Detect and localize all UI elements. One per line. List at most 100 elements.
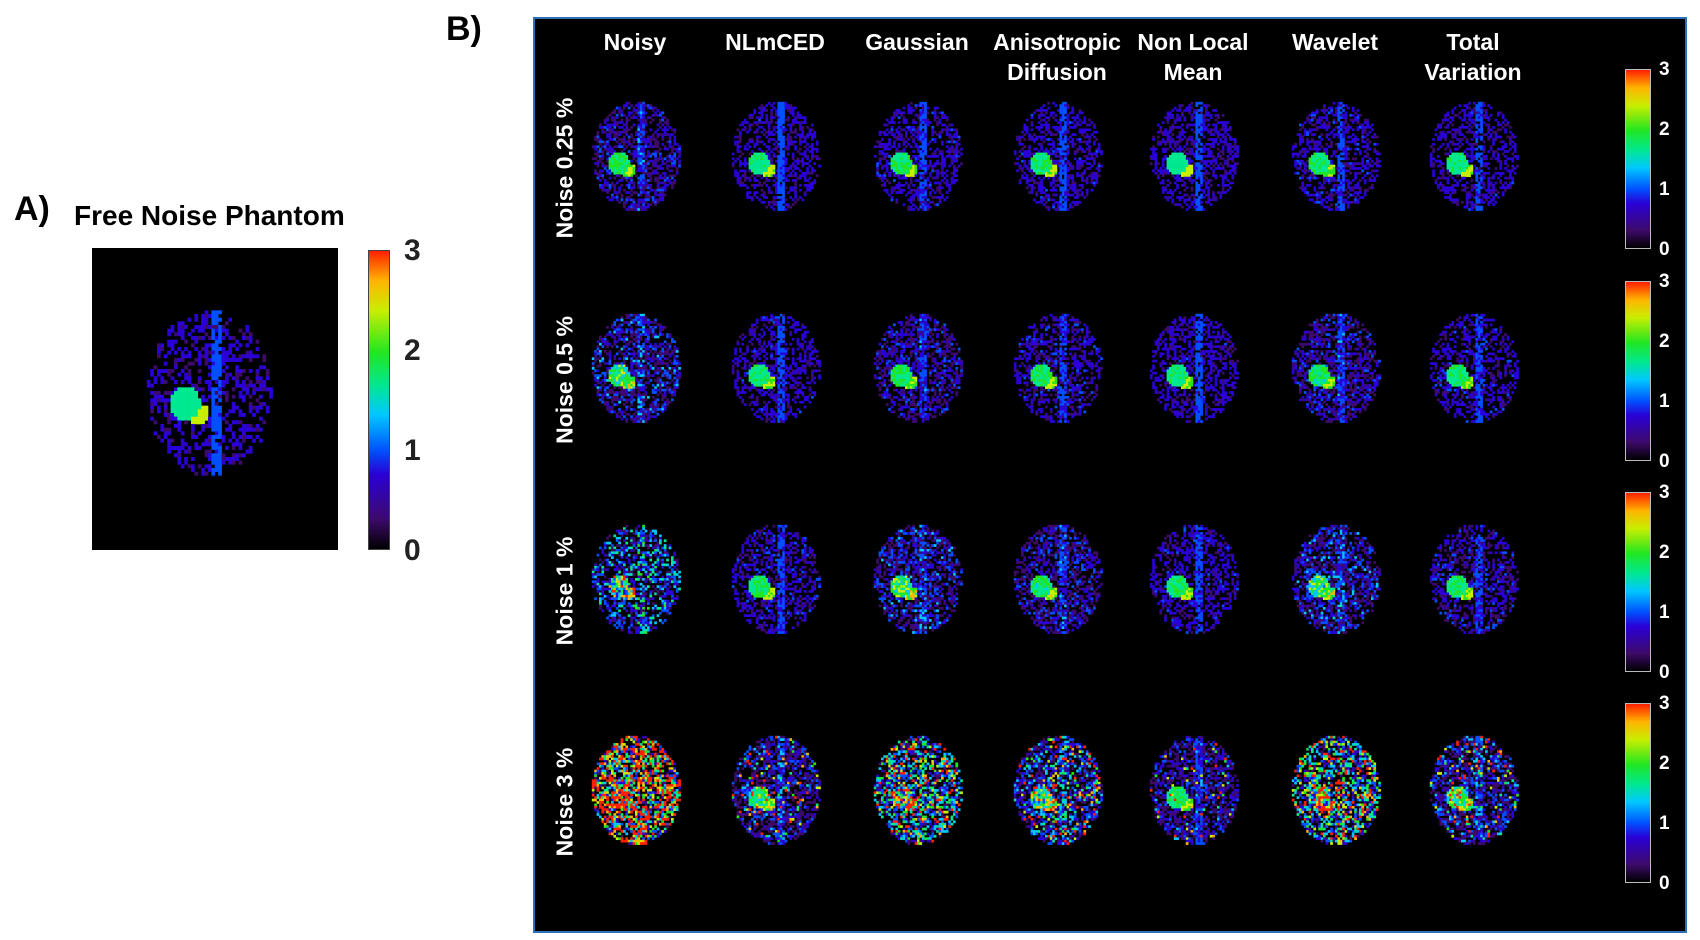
brain-voxel bbox=[204, 325, 209, 329]
brain-voxel bbox=[1301, 126, 1305, 129]
brain-voxel bbox=[1308, 174, 1312, 178]
brain-voxel bbox=[666, 128, 669, 132]
brain-voxel bbox=[1313, 164, 1317, 168]
brain-voxel bbox=[926, 155, 930, 158]
brain-voxel bbox=[1169, 128, 1172, 132]
brain-voxel bbox=[656, 123, 660, 127]
brain-voxel bbox=[1320, 138, 1324, 141]
brain-voxel bbox=[1078, 123, 1082, 127]
brain-voxel bbox=[1368, 162, 1372, 165]
brain-voxel bbox=[625, 121, 629, 124]
brain-voxel bbox=[642, 198, 645, 202]
brain-voxel bbox=[663, 186, 667, 190]
brain-voxel bbox=[1052, 162, 1055, 165]
brain-voxel bbox=[671, 145, 674, 149]
brain-voxel bbox=[955, 179, 959, 182]
brain-voxel bbox=[1330, 109, 1333, 112]
brain-voxel bbox=[1178, 106, 1182, 110]
brain-voxel bbox=[1371, 159, 1374, 163]
brain-voxel bbox=[900, 138, 903, 141]
brain-voxel bbox=[245, 328, 250, 333]
brain-voxel bbox=[943, 181, 947, 185]
brain-voxel bbox=[1205, 171, 1208, 175]
brain-voxel bbox=[214, 336, 219, 340]
brain-voxel bbox=[1354, 157, 1357, 161]
brain-voxel bbox=[734, 169, 737, 173]
brain-voxel bbox=[948, 184, 951, 187]
brain-voxel bbox=[1339, 147, 1343, 151]
brain-voxel bbox=[1311, 113, 1314, 117]
brain-voxel bbox=[606, 171, 609, 175]
brain-voxel bbox=[1176, 116, 1179, 120]
brain-voxel bbox=[1183, 135, 1187, 139]
brain-voxel bbox=[751, 169, 754, 173]
brain-voxel bbox=[1361, 196, 1365, 199]
brain-voxel bbox=[656, 198, 660, 202]
brain-voxel bbox=[739, 138, 742, 141]
brain-voxel bbox=[808, 181, 812, 185]
brain-voxel bbox=[647, 145, 650, 149]
brain-voxel bbox=[649, 188, 653, 192]
brain-voxel bbox=[945, 181, 949, 185]
brain-voxel bbox=[753, 167, 757, 170]
brain-voxel bbox=[1030, 162, 1034, 165]
brain-voxel bbox=[1342, 138, 1345, 141]
brain-voxel bbox=[878, 140, 882, 144]
brain-voxel bbox=[1183, 118, 1187, 122]
brain-voxel bbox=[1185, 109, 1189, 112]
brain-voxel bbox=[1359, 150, 1362, 153]
brain-voxel bbox=[620, 145, 624, 149]
brain-voxel bbox=[651, 198, 655, 202]
brain-voxel bbox=[902, 138, 906, 141]
brain-voxel bbox=[153, 394, 158, 399]
brain-voxel bbox=[929, 191, 932, 194]
brain-voxel bbox=[953, 171, 956, 175]
brain-voxel bbox=[919, 116, 923, 120]
brain-voxel bbox=[794, 174, 797, 178]
brain-voxel bbox=[644, 179, 648, 182]
brain-voxel bbox=[1049, 184, 1053, 187]
brain-voxel bbox=[751, 174, 754, 178]
brain-voxel bbox=[1161, 171, 1165, 175]
brain-voxel bbox=[1351, 186, 1355, 190]
brain-voxel bbox=[806, 184, 809, 187]
brain-voxel bbox=[736, 176, 740, 180]
brain-voxel bbox=[921, 193, 925, 197]
brain-voxel bbox=[741, 174, 745, 178]
brain-voxel bbox=[197, 446, 202, 450]
brain-voxel bbox=[651, 138, 655, 141]
brain-voxel bbox=[238, 453, 243, 458]
brain-voxel bbox=[1054, 162, 1058, 165]
brain-voxel bbox=[1351, 164, 1355, 168]
brain-voxel bbox=[1195, 118, 1199, 122]
brain-voxel bbox=[1233, 167, 1237, 170]
brain-voxel bbox=[1171, 162, 1175, 165]
brain-voxel bbox=[767, 188, 771, 192]
brain-voxel bbox=[1224, 191, 1227, 194]
brain-voxel bbox=[897, 174, 901, 178]
brain-voxel bbox=[1368, 147, 1372, 151]
brain-voxel bbox=[933, 140, 937, 144]
brain-voxel bbox=[1049, 171, 1053, 175]
brain-voxel bbox=[743, 171, 747, 175]
brain-voxel bbox=[1171, 171, 1175, 175]
brain-voxel bbox=[1190, 171, 1194, 175]
brain-voxel bbox=[909, 171, 913, 175]
brain-voxel bbox=[1083, 116, 1087, 120]
brain-voxel bbox=[1197, 167, 1201, 170]
brain-voxel bbox=[914, 104, 918, 107]
brain-voxel bbox=[955, 135, 959, 139]
denoised-brain-image bbox=[731, 101, 821, 211]
brain-voxel bbox=[1090, 181, 1094, 185]
brain-voxel bbox=[1209, 130, 1213, 134]
brain-voxel bbox=[1202, 159, 1206, 163]
brain-voxel bbox=[787, 106, 790, 110]
brain-voxel bbox=[765, 130, 769, 134]
brain-voxel bbox=[1313, 152, 1317, 156]
brain-voxel bbox=[228, 438, 233, 443]
brain-voxel bbox=[637, 203, 641, 207]
brain-voxel bbox=[779, 191, 783, 194]
brain-voxel bbox=[1064, 200, 1067, 204]
brain-voxel bbox=[1193, 205, 1196, 209]
brain-voxel bbox=[1064, 126, 1067, 129]
